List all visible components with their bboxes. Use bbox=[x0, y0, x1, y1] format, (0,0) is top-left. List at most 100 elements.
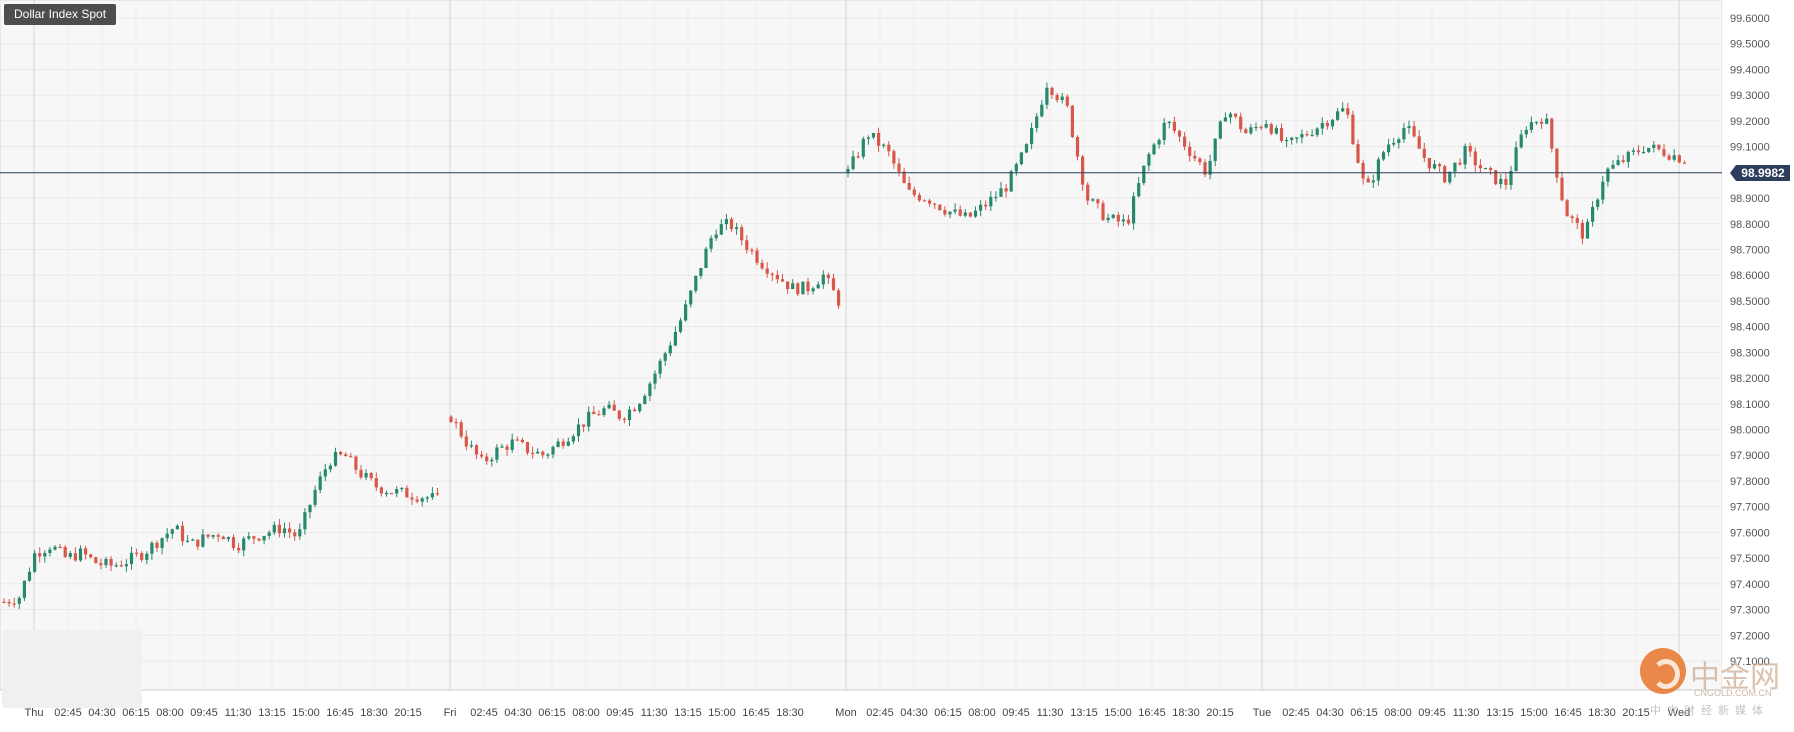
candle-down bbox=[1417, 129, 1421, 149]
candle-up bbox=[1152, 142, 1156, 156]
candle-down bbox=[917, 192, 921, 203]
candle-down bbox=[344, 452, 348, 457]
candle-down bbox=[449, 415, 453, 423]
candle-down bbox=[1203, 159, 1207, 178]
x-tick-label: 04:30 bbox=[504, 707, 532, 719]
candle-up bbox=[1290, 136, 1294, 145]
candle-down bbox=[257, 538, 261, 542]
y-tick-label: 97.5000 bbox=[1730, 553, 1770, 565]
candle-up bbox=[1514, 141, 1518, 172]
candle-down bbox=[780, 273, 785, 283]
x-tick-label: 15:00 bbox=[292, 707, 320, 719]
candle-up bbox=[566, 437, 570, 447]
candle-down bbox=[1198, 156, 1202, 166]
candle-up bbox=[678, 317, 683, 334]
candle-up bbox=[1024, 143, 1029, 154]
candle-up bbox=[425, 495, 429, 503]
candle-up bbox=[1330, 118, 1335, 130]
candle-down bbox=[1259, 125, 1263, 130]
y-tick-label: 97.9000 bbox=[1730, 450, 1770, 462]
y-tick-label: 98.4000 bbox=[1730, 322, 1770, 334]
candle-down bbox=[2, 598, 6, 604]
candle-up bbox=[1091, 197, 1095, 202]
candle-up bbox=[953, 203, 957, 215]
candle-up bbox=[262, 535, 266, 545]
candle-up bbox=[673, 326, 677, 347]
candle-down bbox=[806, 278, 810, 296]
candle-down bbox=[1657, 144, 1661, 151]
candle-up bbox=[1453, 162, 1457, 178]
candle-down bbox=[1116, 212, 1120, 227]
y-tick-label: 98.2000 bbox=[1730, 373, 1770, 385]
plot-area bbox=[0, 0, 1723, 691]
x-tick-label: 20:15 bbox=[394, 707, 422, 719]
candle-up bbox=[973, 206, 978, 218]
candle-up bbox=[1254, 122, 1258, 131]
candle-down bbox=[1366, 175, 1370, 183]
candle-up bbox=[267, 530, 271, 540]
candle-down bbox=[1682, 160, 1686, 164]
candle-down bbox=[856, 152, 860, 159]
candle-up bbox=[994, 191, 998, 202]
candle-down bbox=[485, 452, 489, 465]
candle-down bbox=[902, 167, 906, 184]
candle-down bbox=[84, 545, 88, 560]
candle-up bbox=[175, 524, 179, 530]
candle-down bbox=[892, 149, 896, 169]
candle-up bbox=[1524, 126, 1528, 138]
x-tick-label: 13:15 bbox=[258, 707, 286, 719]
candle-down bbox=[1070, 104, 1074, 139]
candle-up bbox=[851, 150, 855, 171]
candle-down bbox=[740, 224, 744, 246]
candle-up bbox=[811, 286, 815, 295]
y-tick-label: 98.6000 bbox=[1730, 270, 1770, 282]
y-tick-label: 98.0000 bbox=[1730, 425, 1770, 437]
candle-down bbox=[349, 452, 353, 458]
x-tick-label: Fri bbox=[444, 707, 457, 719]
candle-down bbox=[515, 436, 519, 441]
x-tick-label: 11:30 bbox=[225, 707, 252, 719]
candle-down bbox=[1662, 143, 1666, 158]
candle-up bbox=[1616, 155, 1620, 166]
candle-up bbox=[27, 567, 32, 582]
candle-down bbox=[1193, 150, 1197, 162]
x-tick-label: 11:30 bbox=[1453, 707, 1480, 719]
candle-up bbox=[420, 496, 424, 507]
candle-down bbox=[912, 186, 916, 198]
candle-down bbox=[1555, 148, 1559, 183]
candle-up bbox=[1596, 198, 1600, 211]
candle-up bbox=[536, 448, 540, 454]
x-tick-label: 20:15 bbox=[1206, 707, 1234, 719]
candle-down bbox=[1443, 164, 1447, 184]
candle-up bbox=[1295, 137, 1299, 144]
candle-up bbox=[1448, 171, 1452, 185]
candle-up bbox=[1208, 154, 1212, 180]
candle-down bbox=[968, 212, 972, 218]
candle-up bbox=[709, 235, 713, 253]
candle-up bbox=[124, 559, 128, 572]
candle-down bbox=[831, 273, 836, 291]
candle-layer bbox=[2, 82, 1686, 609]
candle-down bbox=[1234, 113, 1238, 119]
candle-down bbox=[480, 450, 484, 459]
candle-up bbox=[469, 440, 473, 449]
candle-down bbox=[12, 597, 16, 608]
candle-up bbox=[145, 551, 149, 565]
candle-down bbox=[405, 485, 409, 498]
candle-up bbox=[871, 132, 876, 140]
candle-up bbox=[724, 213, 728, 231]
candle-up bbox=[1376, 156, 1380, 186]
candle-down bbox=[796, 282, 800, 297]
candle-up bbox=[1509, 165, 1513, 190]
candle-up bbox=[364, 469, 368, 480]
candle-up bbox=[201, 529, 205, 548]
candle-up bbox=[1407, 120, 1411, 134]
candle-down bbox=[1244, 127, 1248, 134]
candle-down bbox=[1065, 94, 1069, 108]
candle-up bbox=[303, 508, 307, 535]
candle-down bbox=[984, 200, 988, 211]
y-tick-label: 98.3000 bbox=[1730, 347, 1770, 359]
candle-up bbox=[43, 550, 47, 563]
candle-down bbox=[755, 247, 759, 266]
